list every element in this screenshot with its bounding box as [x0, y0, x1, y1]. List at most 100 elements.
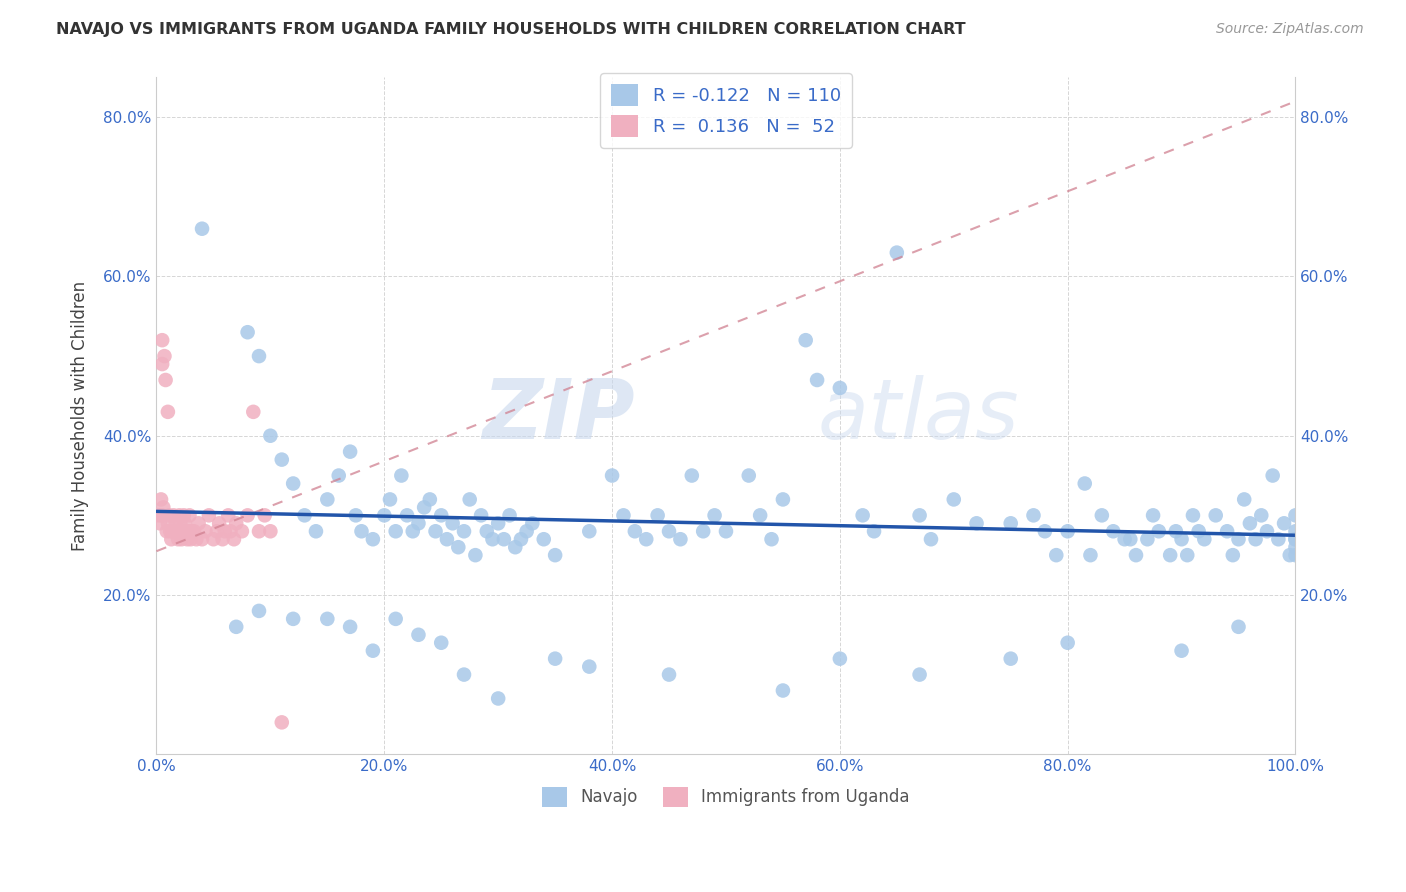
Point	[169, 508, 191, 523]
Point	[1136, 533, 1159, 547]
Point	[806, 373, 828, 387]
Point	[1261, 468, 1284, 483]
Point	[176, 533, 198, 547]
Point	[419, 492, 441, 507]
Point	[544, 651, 567, 665]
Point	[316, 612, 339, 626]
Point	[373, 508, 395, 523]
Point	[162, 508, 184, 523]
Point	[316, 492, 339, 507]
Point	[270, 715, 292, 730]
Point	[1227, 620, 1250, 634]
Point	[167, 533, 190, 547]
Point	[636, 533, 658, 547]
Point	[169, 516, 191, 531]
Point	[1181, 508, 1204, 523]
Point	[259, 524, 281, 539]
Point	[647, 508, 669, 523]
Point	[1102, 524, 1125, 539]
Point	[761, 533, 783, 547]
Point	[350, 524, 373, 539]
Point	[624, 524, 647, 539]
Point	[1205, 508, 1227, 523]
Point	[703, 508, 725, 523]
Point	[413, 500, 436, 515]
Point	[152, 500, 174, 515]
Text: atlas: atlas	[817, 376, 1019, 457]
Point	[179, 508, 201, 523]
Point	[908, 508, 931, 523]
Point	[1284, 533, 1306, 547]
Point	[658, 667, 681, 681]
Text: ZIP: ZIP	[482, 376, 636, 457]
Point	[187, 516, 209, 531]
Point	[1216, 524, 1239, 539]
Text: NAVAJO VS IMMIGRANTS FROM UGANDA FAMILY HOUSEHOLDS WITH CHILDREN CORRELATION CHA: NAVAJO VS IMMIGRANTS FROM UGANDA FAMILY …	[56, 22, 966, 37]
Point	[159, 524, 181, 539]
Point	[1284, 524, 1306, 539]
Point	[305, 524, 328, 539]
Point	[481, 533, 503, 547]
Point	[389, 468, 412, 483]
Point	[157, 508, 180, 523]
Point	[1233, 492, 1256, 507]
Point	[247, 524, 270, 539]
Point	[578, 659, 600, 673]
Point	[225, 516, 247, 531]
Point	[464, 548, 486, 562]
Point	[1022, 508, 1045, 523]
Point	[247, 604, 270, 618]
Point	[150, 508, 173, 523]
Point	[177, 524, 200, 539]
Point	[453, 667, 475, 681]
Point	[384, 612, 406, 626]
Point	[714, 524, 737, 539]
Point	[219, 524, 242, 539]
Point	[1056, 524, 1078, 539]
Point	[1170, 533, 1192, 547]
Point	[503, 540, 526, 554]
Point	[966, 516, 988, 531]
Point	[384, 524, 406, 539]
Point	[242, 405, 264, 419]
Point	[361, 643, 384, 657]
Point	[208, 516, 231, 531]
Point	[149, 516, 172, 531]
Point	[498, 508, 520, 523]
Point	[1091, 508, 1114, 523]
Point	[253, 508, 276, 523]
Point	[1033, 524, 1056, 539]
Point	[156, 524, 179, 539]
Point	[166, 524, 188, 539]
Point	[344, 508, 367, 523]
Point	[1142, 508, 1164, 523]
Point	[692, 524, 714, 539]
Point	[1147, 524, 1170, 539]
Point	[658, 524, 681, 539]
Point	[522, 516, 544, 531]
Point	[283, 612, 305, 626]
Point	[533, 533, 555, 547]
Point	[1267, 533, 1289, 547]
Point	[1239, 516, 1261, 531]
Point	[863, 524, 886, 539]
Point	[510, 533, 533, 547]
Point	[339, 444, 361, 458]
Point	[908, 667, 931, 681]
Point	[1125, 548, 1147, 562]
Point	[486, 516, 509, 531]
Point	[408, 516, 430, 531]
Point	[1250, 508, 1272, 523]
Point	[396, 508, 419, 523]
Point	[1284, 548, 1306, 562]
Point	[191, 221, 214, 235]
Point	[1194, 533, 1216, 547]
Point	[1119, 533, 1142, 547]
Point	[1114, 533, 1136, 547]
Point	[339, 620, 361, 634]
Point	[492, 533, 515, 547]
Point	[430, 508, 453, 523]
Point	[156, 405, 179, 419]
Point	[441, 516, 464, 531]
Point	[408, 628, 430, 642]
